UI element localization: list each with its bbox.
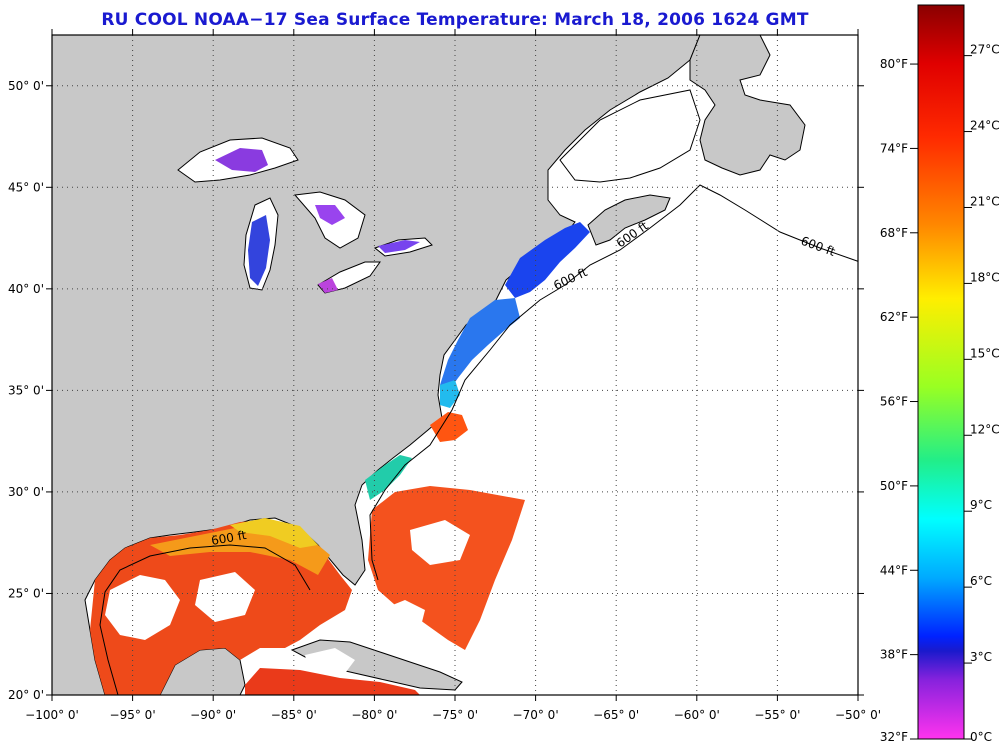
graticule — [52, 35, 858, 695]
colorbar-c-label: 18°C — [970, 270, 1000, 284]
lat-tick-label: 35° 0' — [8, 383, 44, 397]
colorbar-c-label: 21°C — [970, 194, 1000, 208]
st-lawrence-gulf — [559, 89, 701, 183]
colorbar-c-label: 24°C — [970, 119, 1000, 133]
sst-mid-atlantic-shelf — [440, 298, 520, 392]
colorbar-c-label: 9°C — [970, 498, 992, 512]
colorbar-f-label: 74°F — [880, 141, 908, 155]
sst-lake-huron — [315, 205, 345, 225]
lon-tick-label: −60° 0' — [674, 708, 720, 722]
cloud-mask-bahamas — [380, 600, 425, 635]
colorbar-f-label: 32°F — [880, 730, 908, 744]
sst-south-atlantic-bight — [365, 455, 412, 500]
colorbar-f-label: 80°F — [880, 57, 908, 71]
cloud-mask-atlantic — [410, 520, 470, 565]
lon-tick-label: −80° 0' — [351, 708, 397, 722]
lon-tick-label: −55° 0' — [754, 708, 800, 722]
bathymetry-contour — [369, 184, 858, 581]
latitude-axis: 20° 0' 25° 0' 30° 0' 35° 0' 40° 0' 45° 0' 50° … — [8, 79, 864, 702]
lon-tick-label: −50° 0' — [835, 708, 881, 722]
sst-lake-ontario — [378, 240, 420, 253]
lat-tick-label: 30° 0' — [8, 485, 44, 499]
lon-tick-label: −65° 0' — [593, 708, 639, 722]
colorbar-celsius-scale: 27°C 24°C 21°C 18°C 15°C 12°C 9°C 6°C 3°C 0°C — [964, 43, 1000, 744]
colorbar-c-label: 3°C — [970, 650, 992, 664]
lat-tick-label: 50° 0' — [8, 79, 44, 93]
colorbar-c-label: 27°C — [970, 43, 1000, 57]
cloud-mask-gulf — [105, 575, 180, 640]
sst-lake-michigan — [248, 215, 270, 286]
colorbar-c-label: 6°C — [970, 574, 992, 588]
land-newfoundland — [689, 35, 806, 176]
longitude-axis: −100° 0' −95° 0' −90° 0' −85° 0' −80° 0' −75°… — [25, 29, 881, 722]
sst-gulf-nearshore — [230, 518, 318, 548]
colorbar-c-label: 15°C — [970, 346, 1000, 360]
cloud-mask-caribbean — [305, 648, 355, 680]
lon-tick-label: −100° 0' — [25, 708, 79, 722]
colorbar — [917, 4, 965, 740]
colorbar-f-label: 44°F — [880, 563, 908, 577]
sst-gulf-stream-north — [430, 412, 468, 442]
land-nova-scotia — [587, 194, 671, 246]
colorbar-f-label: 50°F — [880, 479, 908, 493]
colorbar-fahrenheit-scale: 80°F 74°F 68°F 62°F 56°F 50°F 44°F 38°F 32°F — [880, 57, 918, 744]
map-title: RU COOL NOAA−17 Sea Surface Temperature:… — [101, 10, 809, 30]
lon-tick-label: −90° 0' — [190, 708, 236, 722]
sst-lake-superior — [215, 148, 268, 172]
lat-tick-label: 45° 0' — [8, 180, 44, 194]
colorbar-c-label: 0°C — [970, 730, 992, 744]
contour-label: 600 ft — [210, 528, 248, 548]
lat-tick-label: 25° 0' — [8, 586, 44, 600]
lon-tick-label: −85° 0' — [271, 708, 317, 722]
sst-gulf-of-maine — [505, 222, 590, 298]
colorbar-f-label: 68°F — [880, 226, 908, 240]
sst-hatteras — [440, 380, 460, 408]
cloud-mask-gulf-2 — [195, 572, 255, 622]
colorbar-f-label: 62°F — [880, 310, 908, 324]
sst-caribbean — [245, 668, 420, 695]
colorbar-f-label: 56°F — [880, 395, 908, 409]
lon-tick-label: −75° 0' — [432, 708, 478, 722]
bathymetry-contour-gulf — [99, 544, 311, 695]
colorbar-f-label: 38°F — [880, 648, 908, 662]
lon-tick-label: −70° 0' — [513, 708, 559, 722]
lat-tick-label: 40° 0' — [8, 282, 44, 296]
colorbar-c-label: 12°C — [970, 422, 1000, 436]
lat-tick-label: 20° 0' — [8, 688, 44, 702]
lon-tick-label: −95° 0' — [110, 708, 156, 722]
